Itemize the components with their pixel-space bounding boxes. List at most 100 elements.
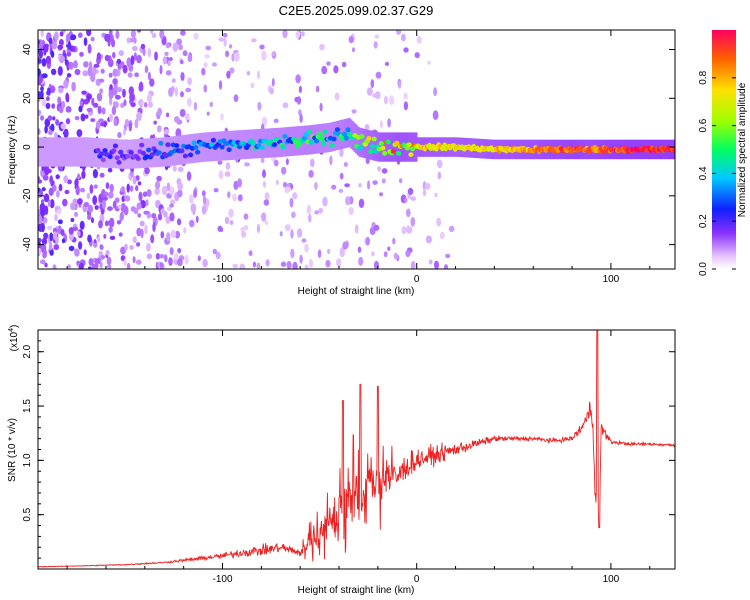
spectrogram-ridge-cell	[366, 136, 372, 141]
spectrogram-cell	[164, 254, 168, 263]
spectrogram-cell	[166, 206, 172, 211]
spectrogram-cell	[97, 105, 102, 115]
spectrogram-cell	[325, 259, 331, 268]
spectrogram-cell	[112, 78, 118, 85]
spectrogram-cell	[90, 118, 96, 123]
spectrogram-cell	[161, 185, 168, 196]
spectrogram-cell	[122, 88, 126, 98]
spectrogram-halo	[384, 132, 387, 162]
spectrogram-cell	[213, 188, 219, 193]
spectrogram-ridge-cell	[210, 137, 216, 143]
spectrogram-cell	[78, 241, 83, 250]
spectrogram-ridge-cell	[146, 147, 152, 153]
spectrogram-cell	[193, 101, 198, 111]
spectrogram-cell	[67, 43, 72, 50]
spectrogram-cell	[173, 252, 179, 261]
spectrogram-cell	[260, 157, 265, 164]
spectrogram-cell	[241, 231, 247, 238]
spectrogram-cell	[124, 243, 128, 251]
spectrogram-cell	[136, 111, 142, 122]
spectrogram-cell	[126, 37, 131, 44]
spectrogram-halo	[368, 130, 371, 160]
spectrogram-cell	[79, 51, 84, 57]
spectrogram-cell	[120, 102, 125, 109]
spectrogram-cell	[120, 211, 124, 221]
spectrogram-halo	[359, 127, 362, 158]
spectrogram-cell	[122, 128, 126, 136]
spectrogram-cell	[123, 205, 129, 216]
spectrogram-cell	[327, 248, 331, 255]
spectrogram-cell	[348, 36, 354, 44]
spectrogram-cell	[109, 217, 115, 228]
spectrogram-cell	[156, 175, 162, 182]
spectrogram-cell	[170, 230, 177, 238]
spectrogram-cell	[104, 191, 109, 197]
spectrogram-ridge-cell	[385, 139, 391, 145]
spectrogram-halo	[255, 129, 258, 159]
spectrogram-halo	[50, 137, 53, 167]
spectrogram-cell	[283, 183, 287, 188]
spectrogram-cell	[155, 252, 161, 260]
spectrogram-cell	[97, 257, 101, 265]
spectrogram-halo	[59, 137, 62, 167]
spectrogram-ridge-cell	[100, 157, 106, 163]
spectrogram-cell	[331, 184, 337, 190]
spectrogram-halo	[275, 127, 278, 158]
spectrogram-cell	[301, 238, 307, 243]
spectrogram-cell	[90, 73, 96, 83]
spectrogram-ridge-cell	[280, 144, 286, 150]
spectrogram-cell	[342, 241, 349, 250]
spectrogram-ridge-cell	[107, 154, 113, 160]
spectrogram-cell	[223, 37, 227, 47]
spectrogram-ridge-cell	[116, 160, 122, 165]
spectrogram-ridge-cell	[179, 148, 185, 154]
spectrogram-cell	[383, 251, 388, 258]
spectrogram-cell	[40, 115, 45, 121]
spectrogram-cell	[201, 205, 207, 215]
spectrogram-cell	[40, 86, 44, 92]
spectrogram-cell	[78, 262, 84, 269]
spectrogram-cell	[172, 42, 179, 52]
spectrogram-cell	[72, 198, 78, 205]
spectrogram-ridge-cell	[193, 145, 199, 150]
spectrogram-cell	[262, 180, 266, 188]
spectrogram-cell	[144, 65, 149, 74]
spectrogram-cell	[182, 50, 188, 57]
spectrogram-cell	[77, 173, 81, 180]
snr-axes: -100 0 100 0.5 1.0 1.5 2.0	[22, 330, 675, 585]
spectrogram-cell	[130, 55, 135, 66]
spectrogram-cell	[407, 187, 414, 195]
spectrogram-cell	[171, 78, 176, 83]
spectrogram-cell	[341, 61, 347, 68]
spectrogram-cell	[145, 242, 151, 252]
spectrogram-cell	[44, 262, 48, 268]
spectrogram-cell	[56, 190, 60, 198]
spectrogram-cell	[50, 50, 55, 58]
spectrogram-cell	[403, 47, 409, 53]
spectrogram-ridge-cell	[219, 144, 225, 150]
spectrogram-cell	[137, 213, 142, 218]
spectrogram-cell	[52, 264, 57, 269]
spectrogram-cell	[116, 58, 122, 65]
spectrogram-cell	[243, 213, 249, 220]
spectrogram-cell	[133, 37, 137, 44]
spectrogram-cell	[65, 118, 71, 125]
spectrogram-cell	[425, 235, 432, 244]
spectrogram-cell	[57, 219, 63, 225]
spectrogram-ridge-cell	[209, 142, 215, 148]
spectrogram-cell	[424, 182, 431, 190]
spectrogram-cell	[126, 57, 132, 68]
spectrogram-cell	[70, 34, 77, 41]
spectrogram-cell	[229, 67, 235, 74]
spectrogram-cell	[134, 72, 140, 78]
spectrogram-cell	[138, 81, 144, 92]
spectrogram-ridge-cell	[102, 148, 108, 153]
spectrogram-halo	[79, 137, 82, 167]
spectrogram-cell	[180, 72, 185, 81]
spectrogram-halo	[39, 137, 42, 167]
spectrogram-cell	[217, 225, 223, 232]
spectrogram-cell	[319, 102, 323, 112]
spectrogram-cell	[86, 192, 91, 200]
snr-xtick-label: -100	[212, 574, 232, 585]
spectrogram-cell	[63, 79, 69, 89]
